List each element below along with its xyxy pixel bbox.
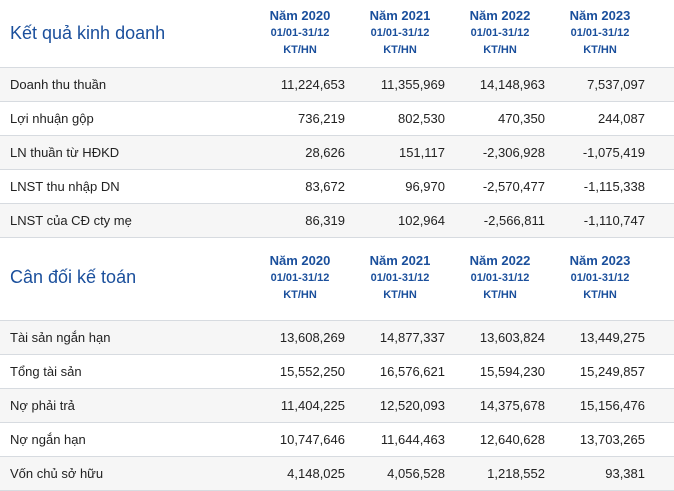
row-value: 11,404,225 <box>280 398 345 413</box>
table-row: Nợ phải trả 11,404,225 12,520,093 14,375… <box>0 389 674 423</box>
column-year: Năm 2023 <box>569 8 631 23</box>
column-header-2020: Năm 2020 01/01-31/12 KT/HN <box>250 0 350 59</box>
table-row: Doanh thu thuần 11,224,653 11,355,969 14… <box>0 68 674 102</box>
column-year: Năm 2021 <box>369 8 431 23</box>
row-value: 11,644,463 <box>380 432 445 447</box>
row-value: -2,566,811 <box>483 213 545 228</box>
business-results-header: Kết quả kinh doanh Năm 2020 01/01-31/12 … <box>0 0 674 68</box>
row-value: 14,877,337 <box>379 330 445 345</box>
row-value: 15,594,230 <box>479 364 545 379</box>
column-header-2023: Năm 2023 01/01-31/12 KT/HN <box>550 250 650 304</box>
table-row: LNST thu nhập DN 83,672 96,970 -2,570,47… <box>0 170 674 204</box>
column-year: Năm 2022 <box>469 8 531 23</box>
column-status: KT/HN <box>383 289 417 301</box>
table-row: Tổng tài sản 15,552,250 16,576,621 15,59… <box>0 355 674 389</box>
row-value: 86,319 <box>305 213 345 228</box>
row-value: 102,964 <box>398 213 445 228</box>
column-header-2020: Năm 2020 01/01-31/12 KT/HN <box>250 250 350 304</box>
column-year: Năm 2023 <box>569 253 631 268</box>
column-period: 01/01-31/12 <box>570 272 630 284</box>
column-period: 01/01-31/12 <box>570 27 630 39</box>
table-row: Nợ ngắn hạn 10,747,646 11,644,463 12,640… <box>0 423 674 457</box>
row-value: -1,115,338 <box>583 179 645 194</box>
table-row: Vốn chủ sở hữu 4,148,025 4,056,528 1,218… <box>0 457 674 491</box>
column-header-2023: Năm 2023 01/01-31/12 KT/HN <box>550 0 650 59</box>
row-value: 96,970 <box>405 179 445 194</box>
row-value: 4,148,025 <box>287 466 345 481</box>
row-label: Lợi nhuận gộp <box>10 111 94 126</box>
row-label: Nợ ngắn hạn <box>10 432 86 447</box>
table-row: LNST của CĐ cty mẹ 86,319 102,964 -2,566… <box>0 204 674 238</box>
row-value: -2,306,928 <box>482 145 545 160</box>
row-value: 10,747,646 <box>279 432 345 447</box>
column-header-2022: Năm 2022 01/01-31/12 KT/HN <box>450 0 550 59</box>
row-label: LN thuần từ HĐKD <box>10 145 120 160</box>
row-value: 470,350 <box>498 111 545 126</box>
column-status: KT/HN <box>583 44 617 56</box>
row-value: 11,355,969 <box>380 77 445 92</box>
column-status: KT/HN <box>383 44 417 56</box>
row-value: 28,626 <box>305 145 345 160</box>
row-value: 802,530 <box>398 111 445 126</box>
row-value: 15,249,857 <box>579 364 645 379</box>
row-label: Doanh thu thuần <box>10 77 107 92</box>
column-status: KT/HN <box>283 44 317 56</box>
column-period: 01/01-31/12 <box>370 272 430 284</box>
row-value: 83,672 <box>305 179 345 194</box>
column-status: KT/HN <box>283 289 317 301</box>
column-year: Năm 2020 <box>269 253 331 268</box>
table-row: LN thuần từ HĐKD 28,626 151,117 -2,306,9… <box>0 136 674 170</box>
row-value: 244,087 <box>598 111 645 126</box>
column-period: 01/01-31/12 <box>470 272 530 284</box>
row-value: 13,603,824 <box>479 330 545 345</box>
balance-sheet-section: Cân đối kế toán Năm 2020 01/01-31/12 KT/… <box>0 250 674 491</box>
column-status: KT/HN <box>483 44 517 56</box>
column-year: Năm 2020 <box>269 8 331 23</box>
column-year: Năm 2022 <box>469 253 531 268</box>
column-header-2022: Năm 2022 01/01-31/12 KT/HN <box>450 250 550 304</box>
business-results-title[interactable]: Kết quả kinh doanh <box>10 23 166 43</box>
column-header-2021: Năm 2021 01/01-31/12 KT/HN <box>350 0 450 59</box>
row-value: 151,117 <box>398 145 445 160</box>
row-value: 13,449,275 <box>579 330 645 345</box>
row-label: Vốn chủ sở hữu <box>10 466 104 481</box>
row-value: -1,110,747 <box>583 213 645 228</box>
row-value: 15,552,250 <box>279 364 345 379</box>
table-row: Lợi nhuận gộp 736,219 802,530 470,350 24… <box>0 102 674 136</box>
column-status: KT/HN <box>583 289 617 301</box>
row-value: 16,576,621 <box>379 364 445 379</box>
row-value: -2,570,477 <box>482 179 545 194</box>
row-value: 14,148,963 <box>479 77 545 92</box>
column-period: 01/01-31/12 <box>270 272 330 284</box>
row-value: 12,640,628 <box>479 432 545 447</box>
row-value: 15,156,476 <box>579 398 645 413</box>
balance-sheet-header: Cân đối kế toán Năm 2020 01/01-31/12 KT/… <box>0 250 674 321</box>
row-label: LNST của CĐ cty mẹ <box>10 213 132 228</box>
row-value: 13,608,269 <box>279 330 345 345</box>
column-header-2021: Năm 2021 01/01-31/12 KT/HN <box>350 250 450 304</box>
row-label: Nợ phải trả <box>10 398 75 413</box>
column-status: KT/HN <box>483 289 517 301</box>
row-label: Tổng tài sản <box>10 364 82 379</box>
business-results-section: Kết quả kinh doanh Năm 2020 01/01-31/12 … <box>0 0 674 238</box>
row-label: LNST thu nhập DN <box>10 179 120 194</box>
row-value: 1,218,552 <box>487 466 545 481</box>
column-year: Năm 2021 <box>369 253 431 268</box>
row-label: Tài sản ngắn hạn <box>10 330 111 345</box>
table-row: Tài sản ngắn hạn 13,608,269 14,877,337 1… <box>0 321 674 355</box>
row-value: 14,375,678 <box>479 398 545 413</box>
row-value: 13,703,265 <box>579 432 645 447</box>
column-period: 01/01-31/12 <box>370 27 430 39</box>
column-period: 01/01-31/12 <box>270 27 330 39</box>
row-value: -1,075,419 <box>582 145 645 160</box>
balance-sheet-title[interactable]: Cân đối kế toán <box>10 267 137 287</box>
column-period: 01/01-31/12 <box>470 27 530 39</box>
row-value: 12,520,093 <box>379 398 445 413</box>
row-value: 93,381 <box>605 466 645 481</box>
row-value: 736,219 <box>298 111 345 126</box>
row-value: 7,537,097 <box>587 77 645 92</box>
row-value: 11,224,653 <box>280 77 345 92</box>
row-value: 4,056,528 <box>387 466 445 481</box>
